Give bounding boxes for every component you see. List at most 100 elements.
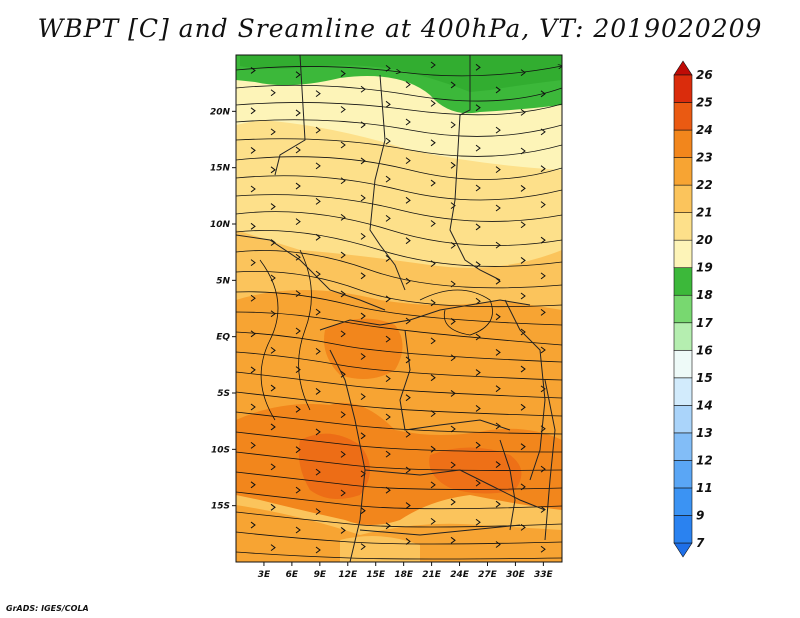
stream-arrowhead (540, 465, 546, 473)
stream-arrowhead (540, 309, 546, 316)
lon-tick-label: 18E (394, 570, 414, 580)
stream-arrowhead (250, 521, 256, 529)
lat-tick-label: EQ (216, 333, 230, 343)
stream-arrowhead (405, 356, 411, 364)
stream-arrowhead (270, 89, 276, 97)
stream-arrowhead (315, 546, 321, 554)
colorbar-box (673, 184, 693, 213)
stream-arrowhead (360, 232, 366, 240)
colorbar-box (673, 377, 693, 406)
stream-arrowhead (315, 198, 321, 205)
colorbar-box (673, 294, 693, 324)
stream-arrowhead (405, 196, 411, 204)
stream-arrowhead (270, 503, 276, 511)
lat-tick-label: 15N (210, 164, 231, 174)
stream-arrowhead (450, 318, 456, 325)
stream-arrowhead (495, 385, 501, 393)
stream-arrowhead (360, 312, 366, 320)
stream-arrowhead (450, 425, 456, 433)
stream-arrowhead (450, 161, 456, 169)
stream-arrowhead (385, 375, 391, 383)
stream-arrowhead (295, 182, 301, 190)
stream-arrowhead (405, 538, 411, 545)
colorbar-box (673, 212, 693, 241)
stream-arrowhead (315, 162, 321, 170)
lon-tick-label: 15E (366, 570, 386, 580)
stream-arrowhead (360, 393, 366, 401)
colorbar-box (673, 460, 693, 489)
stream-arrowhead (340, 177, 346, 185)
stream-arrowhead (495, 422, 501, 430)
stream-arrowhead (315, 308, 321, 316)
stream-arrowhead (360, 194, 366, 202)
stream-arrowhead (475, 441, 481, 449)
stream-arrowhead (270, 310, 276, 318)
stream-arrowhead (295, 71, 301, 79)
stream-arrowhead (340, 330, 346, 338)
stream-arrowhead (295, 253, 301, 261)
colorbar-box (673, 157, 693, 186)
stream-arrowhead (405, 157, 411, 165)
latitude-axis: 20N 15N 10N 5N EQ 5S 10S 15S (210, 107, 236, 512)
colorbar-box (673, 322, 693, 351)
colorbar-box (673, 349, 693, 379)
stream-arrowhead (520, 185, 526, 192)
country-borders (236, 55, 556, 562)
stream-arrowhead (385, 137, 391, 145)
colorbar-label: 21 (696, 206, 713, 220)
stream-arrowhead (295, 486, 301, 494)
stream-arrowhead (540, 165, 546, 173)
stream-arrowhead (520, 257, 526, 264)
stream-arrowhead (520, 443, 526, 451)
stream-arrowhead (520, 403, 526, 411)
stream-arrowhead (315, 468, 321, 476)
stream-arrowhead (340, 527, 346, 534)
stream-arrowhead (385, 413, 391, 421)
stream-arrowhead (385, 486, 391, 494)
stream-arrowhead (250, 147, 256, 154)
lon-tick-label: 3E (258, 570, 271, 580)
stream-arrowhead (270, 384, 276, 392)
stream-arrowhead (315, 90, 321, 98)
stream-arrowhead (250, 107, 256, 115)
stream-arrowhead (495, 349, 501, 356)
stream-arrowhead (430, 139, 436, 147)
stream-arrowhead (430, 518, 436, 525)
stream-arrowhead (495, 461, 501, 468)
stream-arrows (250, 61, 546, 554)
stream-arrowhead (270, 166, 276, 174)
stream-arrowhead (360, 507, 366, 515)
stream-arrowhead (475, 144, 481, 152)
stream-arrowhead (250, 403, 256, 411)
lon-tick-label: 12E (338, 570, 358, 580)
stream-arrowhead (315, 126, 321, 134)
stream-arrowhead (250, 294, 256, 302)
stream-arrowhead (250, 259, 256, 267)
colorbar-box (673, 74, 693, 103)
map-title: WBPT [C] and Sreamline at 400hPa, VT: 20… (37, 14, 763, 43)
colorbar-label: 25 (696, 96, 713, 110)
stream-arrowhead (360, 121, 366, 129)
colorbar-box (673, 487, 693, 516)
lon-tick-label: 30E (506, 570, 526, 580)
stream-arrowhead (450, 241, 456, 249)
stream-arrowhead (315, 388, 321, 395)
grads-credit: GrADS: IGES/COLA (6, 604, 89, 613)
stream-arrowhead (475, 297, 481, 305)
streamlines (236, 66, 562, 560)
stream-arrowhead (450, 461, 456, 469)
colorbar-label: 22 (696, 178, 713, 192)
colorbar-box (673, 432, 693, 461)
stream-arrowhead (360, 432, 366, 440)
stream-arrowhead (450, 202, 456, 210)
lat-tick-label: 5N (216, 276, 230, 286)
stream-arrowhead (495, 126, 501, 134)
map-frame (235, 54, 563, 563)
stream-arrowhead (295, 405, 301, 413)
stream-arrowhead (250, 330, 256, 338)
stream-arrowhead (250, 441, 256, 449)
stream-arrowhead (385, 335, 391, 343)
stream-arrowhead (520, 108, 526, 116)
stream-arrowhead (315, 508, 321, 516)
